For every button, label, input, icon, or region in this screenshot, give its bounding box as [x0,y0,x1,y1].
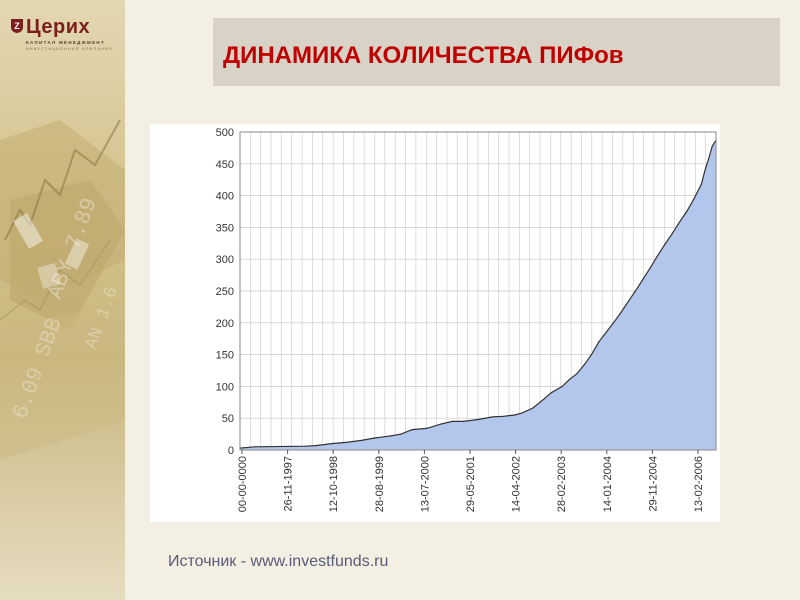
data-point [514,414,516,416]
data-point [664,244,666,246]
area-chart: 0 50 100 150 200 250 300 350 400 450 500 00-00-0000… [216,127,717,512]
y-tick-label: 250 [216,286,234,298]
data-point [605,331,607,333]
y-tick-label: 100 [216,381,234,393]
y-tick-label: 500 [216,127,234,139]
svg-text:Z: Z [14,21,20,31]
decorative-side-panel: ABY 7.89 AN 1.6 6.09 SBB Z Церих КАПИТАЛ… [0,0,125,600]
data-point [492,416,494,418]
data-point [693,198,695,200]
data-point [627,301,629,303]
data-point [345,441,347,443]
x-tick-label: 13-07-2000 [419,456,431,512]
y-tick-label: 50 [222,413,234,425]
data-point [568,378,571,380]
data-point [451,420,453,422]
x-tick-label: 13-02-2006 [693,456,705,512]
data-point [411,429,413,431]
data-point [374,437,377,439]
data-point [550,392,552,394]
data-point [440,423,442,425]
x-tick-label: 28-02-2003 [556,456,568,512]
x-tick-label: 12-10-1998 [328,456,340,512]
logo-name: Церих [26,16,91,38]
data-point [700,183,703,185]
x-tick-label: 14-04-2002 [511,456,523,512]
series-area [240,140,716,451]
data-point [426,427,428,429]
data-point [400,433,402,435]
x-tick-label: 26-11-1997 [283,456,295,511]
x-tick-label: 00-00-0000 [237,456,249,512]
x-tick-label: 14-01-2004 [602,456,614,512]
financial-collage-image: ABY 7.89 AN 1.6 6.09 SBB [0,119,125,460]
x-tick-label: 29-05-2001 [465,456,477,512]
data-point [708,158,710,160]
data-point [711,145,713,147]
logo-subtitle-secondary: ИНВЕСТИЦИОННАЯ КОМПАНИЯ [26,47,113,51]
data-point [254,446,256,448]
data-point [678,221,681,223]
data-point [642,279,644,281]
source-text: Источник - www.investfunds.ru [168,553,389,570]
data-point [598,341,600,343]
data-point [649,267,651,269]
data-point [704,169,706,171]
data-point [462,420,464,422]
y-tick-label: 200 [216,318,234,330]
y-tick-label: 350 [216,222,234,234]
data-point [576,373,578,375]
data-point [316,444,318,447]
title-bar: ДИНАМИКА КОЛИЧЕСТВА ПИФов [213,18,780,86]
chart-container: 0 50 100 150 200 250 300 350 400 450 500 00-00-0000… [150,124,720,522]
data-point [671,233,673,235]
y-tick-label: 150 [216,350,234,362]
x-tick-label: 28-08-1999 [374,456,386,512]
data-point [620,312,622,314]
data-point [561,385,563,387]
data-point [612,322,615,324]
data-point [543,398,545,400]
data-point [330,443,333,445]
data-point [477,418,479,421]
data-point [634,290,636,292]
data-point [503,415,505,417]
data-point [521,412,523,414]
logo-subtitle: КАПИТАЛ МЕНЕДЖМЕНТ [26,40,106,45]
y-tick-label: 450 [216,159,234,171]
data-point [389,435,391,437]
y-tick-label: 400 [216,191,234,203]
y-tick-label: 0 [228,445,234,457]
shield-icon: Z [11,19,23,33]
data-point [686,210,688,213]
page-title: ДИНАМИКА КОЛИЧЕСТВА ПИФов [223,42,624,69]
data-point [656,255,658,257]
data-point [583,364,585,366]
data-point [360,439,362,442]
data-point [305,445,307,447]
x-tick-label: 29-11-2004 [647,456,659,511]
y-tick-label: 300 [216,254,234,266]
plot-border [239,131,717,451]
data-point [590,354,593,356]
data-point [532,407,534,409]
